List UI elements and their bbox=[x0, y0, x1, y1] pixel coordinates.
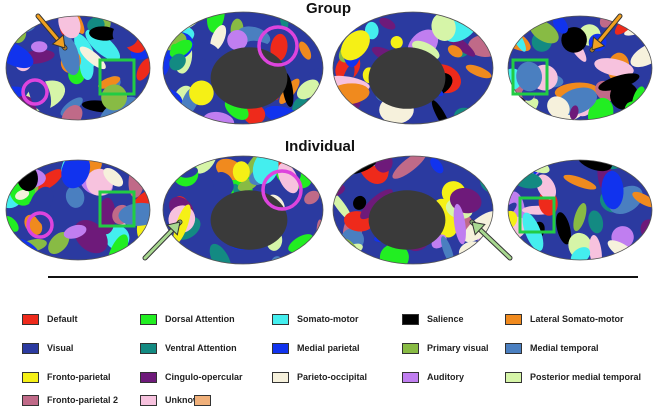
legend-item bbox=[194, 393, 219, 407]
legend-swatch bbox=[140, 371, 157, 383]
legend-label: Dorsal Attention bbox=[165, 314, 235, 324]
legend-label: Salience bbox=[427, 314, 464, 324]
legend-label: Posterior medial temporal bbox=[530, 372, 642, 382]
legend-item: Primary visual bbox=[402, 341, 489, 355]
brain-surface-figure bbox=[5, 11, 653, 265]
legend-item: Parieto-occipital bbox=[272, 370, 367, 384]
arrow-individual-right bbox=[469, 219, 513, 261]
highlight-circle-group-medial bbox=[257, 25, 299, 67]
highlight-circle-individual-medial bbox=[261, 169, 303, 211]
medial-wall bbox=[368, 47, 446, 109]
legend-swatch bbox=[140, 394, 157, 406]
legend-swatch bbox=[22, 371, 39, 383]
divider-line bbox=[48, 276, 638, 278]
legend-item: Cingulo-opercular bbox=[140, 370, 243, 384]
legend-label: Cingulo-opercular bbox=[165, 372, 243, 382]
individual-title: Individual bbox=[285, 138, 356, 155]
legend-swatch bbox=[140, 313, 157, 325]
medial-wall bbox=[210, 47, 288, 109]
legend-swatch bbox=[22, 342, 39, 354]
legend-swatch bbox=[22, 394, 39, 406]
brain-hemisphere-2 bbox=[332, 11, 494, 125]
legend-item: Posterior medial temporal bbox=[505, 370, 641, 384]
legend-swatch bbox=[402, 313, 419, 325]
legend-item: Lateral Somato-motor bbox=[505, 312, 624, 326]
legend-label: Fronto-parietal 2 bbox=[47, 395, 119, 405]
highlight-circle-individual-lateral bbox=[26, 211, 54, 239]
medial-wall bbox=[210, 190, 288, 250]
legend-label: Fronto-parietal bbox=[47, 372, 111, 382]
legend-label: Lateral Somato-motor bbox=[530, 314, 624, 324]
legend-swatch bbox=[194, 394, 211, 406]
highlight-square-group-left bbox=[98, 58, 136, 96]
highlight-square-individual-left bbox=[98, 190, 136, 228]
brain-hemisphere-5 bbox=[162, 155, 324, 265]
legend-swatch bbox=[402, 371, 419, 383]
legend-swatch bbox=[22, 313, 39, 325]
brain-hemisphere-4 bbox=[5, 159, 151, 261]
highlight-circle-group-lateral bbox=[21, 78, 49, 106]
legend-label: Default bbox=[47, 314, 78, 324]
legend-item: Ventral Attention bbox=[140, 341, 237, 355]
legend-swatch bbox=[505, 313, 522, 325]
legend-item: Visual bbox=[22, 341, 73, 355]
legend-label: Visual bbox=[47, 343, 74, 353]
legend-label: Medial parietal bbox=[297, 343, 360, 353]
legend-item: Fronto-parietal 2 bbox=[22, 393, 118, 407]
arrow-group-right bbox=[589, 13, 623, 53]
legend-item: Unknown bbox=[140, 393, 206, 407]
legend-label: Auditory bbox=[427, 372, 464, 382]
legend-swatch bbox=[140, 342, 157, 354]
legend-item: Fronto-parietal bbox=[22, 370, 111, 384]
brain-hemisphere-0 bbox=[5, 15, 151, 121]
legend-item: Dorsal Attention bbox=[140, 312, 235, 326]
legend-item: Medial temporal bbox=[505, 341, 599, 355]
legend-item: Somato-motor bbox=[272, 312, 359, 326]
legend-swatch bbox=[272, 371, 289, 383]
highlight-square-individual-right bbox=[518, 196, 556, 234]
highlight-square-group-right bbox=[511, 58, 549, 96]
legend-swatch bbox=[505, 342, 522, 354]
legend-label: Medial temporal bbox=[530, 343, 599, 353]
legend-swatch bbox=[402, 342, 419, 354]
legend-item: Medial parietal bbox=[272, 341, 360, 355]
arrow-group-left bbox=[35, 13, 68, 51]
legend-item: Auditory bbox=[402, 370, 464, 384]
group-title: Group bbox=[306, 0, 351, 17]
legend-label: Primary visual bbox=[427, 343, 489, 353]
medial-wall bbox=[368, 190, 446, 250]
legend-item: Salience bbox=[402, 312, 464, 326]
legend-label: Ventral Attention bbox=[165, 343, 237, 353]
brain-hemisphere-1 bbox=[162, 11, 324, 125]
legend-swatch bbox=[505, 371, 522, 383]
legend-label: Unknown bbox=[165, 395, 206, 405]
legend-label: Somato-motor bbox=[297, 314, 359, 324]
brain-hemisphere-6 bbox=[332, 155, 494, 265]
legend-swatch bbox=[272, 342, 289, 354]
legend-swatch bbox=[272, 313, 289, 325]
legend-label: Parieto-occipital bbox=[297, 372, 368, 382]
arrow-individual-left bbox=[142, 219, 183, 261]
legend-item: Default bbox=[22, 312, 78, 326]
